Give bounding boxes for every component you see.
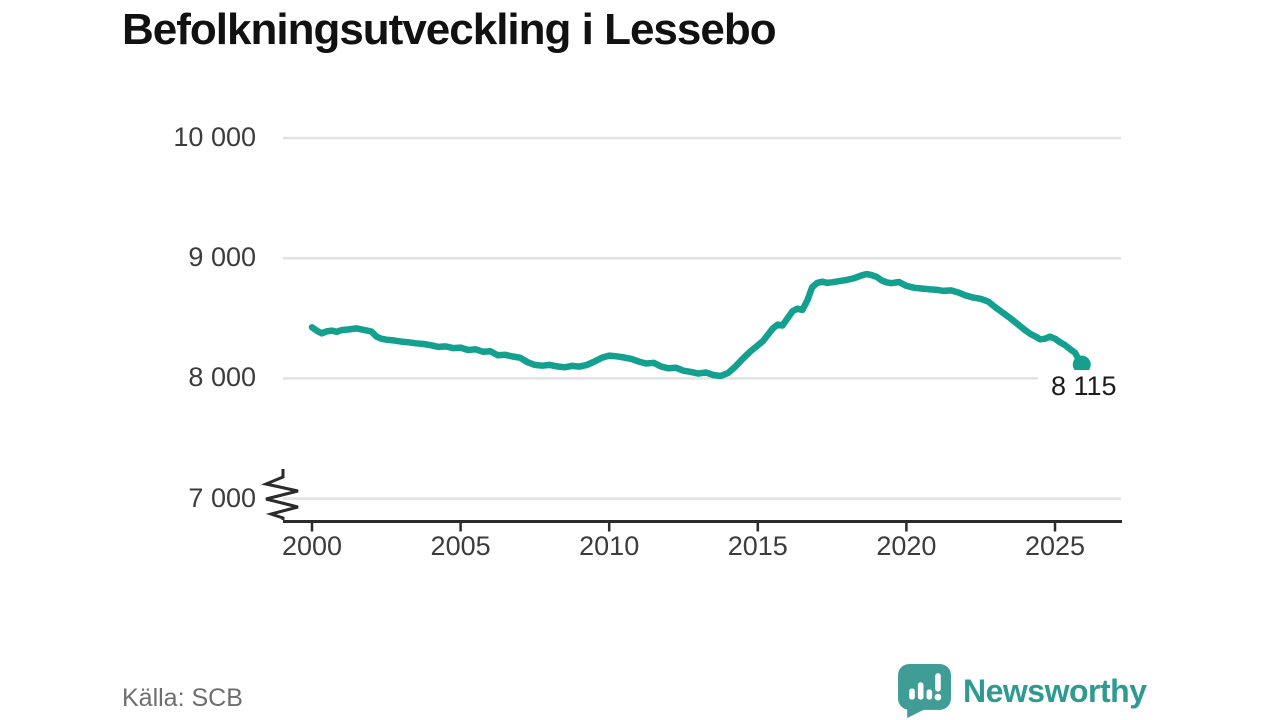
- x-axis-label-2025: 2025: [1024, 531, 1086, 561]
- newsworthy-speech-bubble-chart-icon: [898, 664, 951, 718]
- chart-title: Befolkningsutveckling i Lessebo: [122, 5, 777, 54]
- source-note: Källa: SCB: [122, 684, 243, 712]
- y-axis-label-8000: 8 000: [188, 362, 256, 393]
- x-axis-label-2000: 2000: [281, 531, 343, 561]
- population-line: [308, 270, 1085, 380]
- y-axis-label-9000: 9 000: [188, 242, 256, 273]
- y-axis-break-icon: [260, 469, 299, 520]
- latest-point-marker: [1072, 355, 1091, 374]
- x-axis-label-2020: 2020: [876, 531, 937, 561]
- x-axis-label-2010: 2010: [579, 531, 640, 561]
- logo-bar-chart-glyph: [909, 673, 942, 701]
- logo-bubble: [898, 664, 951, 718]
- y-axis-label-7000: 7 000: [188, 482, 256, 513]
- x-axis-label-2015: 2015: [727, 531, 788, 561]
- newsworthy-logo: Newsworthy: [897, 663, 1147, 719]
- x-axis-label-2005: 2005: [430, 531, 491, 561]
- y-axis-label-10000: 10 000: [173, 122, 256, 153]
- brand-name: Newsworthy: [963, 672, 1147, 709]
- latest-value-label: 8 115: [1037, 369, 1130, 403]
